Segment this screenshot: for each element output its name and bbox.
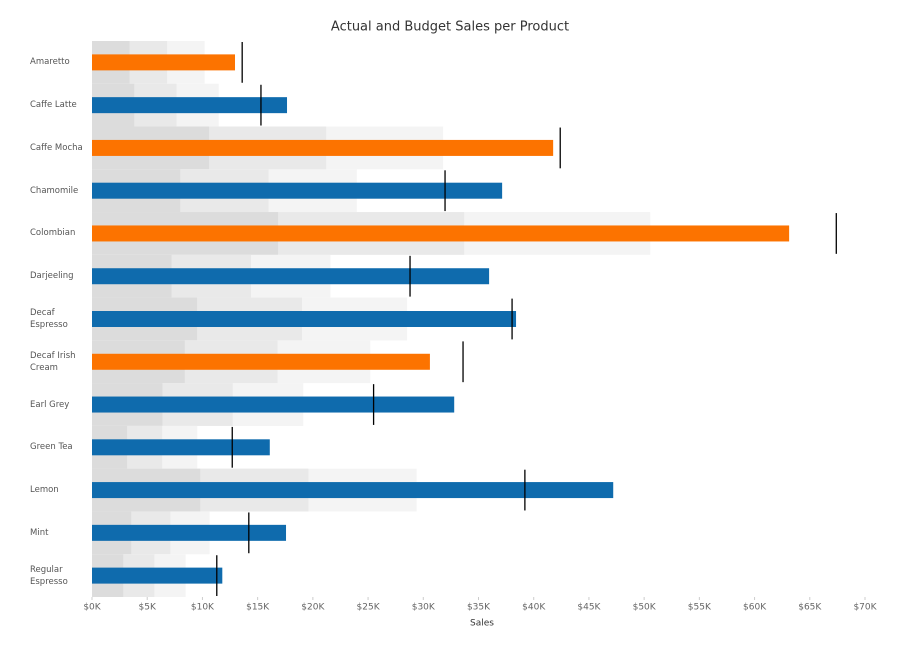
x-tick-label: $15K (246, 603, 270, 613)
bar (92, 54, 236, 71)
category-label: Amaretto (30, 57, 70, 68)
x-tick-label: $5K (139, 603, 157, 613)
x-tick-label: $30K (412, 603, 436, 613)
x-tick-label: $60K (743, 603, 767, 613)
x-axis-label: Sales (470, 619, 494, 629)
category-label: Decaf Espresso (30, 308, 68, 330)
x-tick-label: $55K (688, 603, 712, 613)
x-tick-label: $20K (301, 603, 325, 613)
category-label: Green Tea (30, 442, 73, 453)
bar (92, 353, 430, 370)
category-label: Chamomile (30, 185, 79, 196)
category-label: Regular Espresso (30, 564, 68, 587)
category-label: Colombian (30, 228, 76, 239)
bar (92, 182, 503, 199)
bar (92, 311, 517, 327)
x-tick-label: $40K (522, 603, 546, 613)
x-tick-label: $25K (357, 603, 381, 613)
bar (92, 268, 490, 285)
x-tick-label: $45K (577, 603, 601, 613)
category-label: Lemon (30, 485, 59, 496)
bar (92, 97, 288, 114)
x-tick-label: $70K (853, 603, 877, 613)
x-tick-label: $65K (798, 603, 822, 613)
bar (92, 139, 554, 156)
bar (92, 396, 455, 413)
category-label: Decaf Irish Cream (30, 350, 76, 373)
bar (92, 225, 790, 242)
bar (92, 439, 270, 456)
chart-title: Actual and Budget Sales per Product (331, 20, 569, 35)
x-tick-label: $50K (633, 603, 657, 613)
category-label: Caffe Mocha (30, 142, 83, 153)
x-tick-label: $10K (191, 603, 215, 613)
category-label: Caffe Latte (30, 100, 77, 111)
bar (92, 524, 287, 541)
bar (92, 482, 614, 499)
category-label: Earl Grey (30, 399, 70, 410)
x-tick-label: $0K (83, 603, 101, 613)
category-label: Darjeeling (30, 271, 74, 282)
x-tick-label: $35K (467, 603, 491, 613)
category-label: Mint (30, 527, 49, 538)
bar (92, 567, 223, 584)
